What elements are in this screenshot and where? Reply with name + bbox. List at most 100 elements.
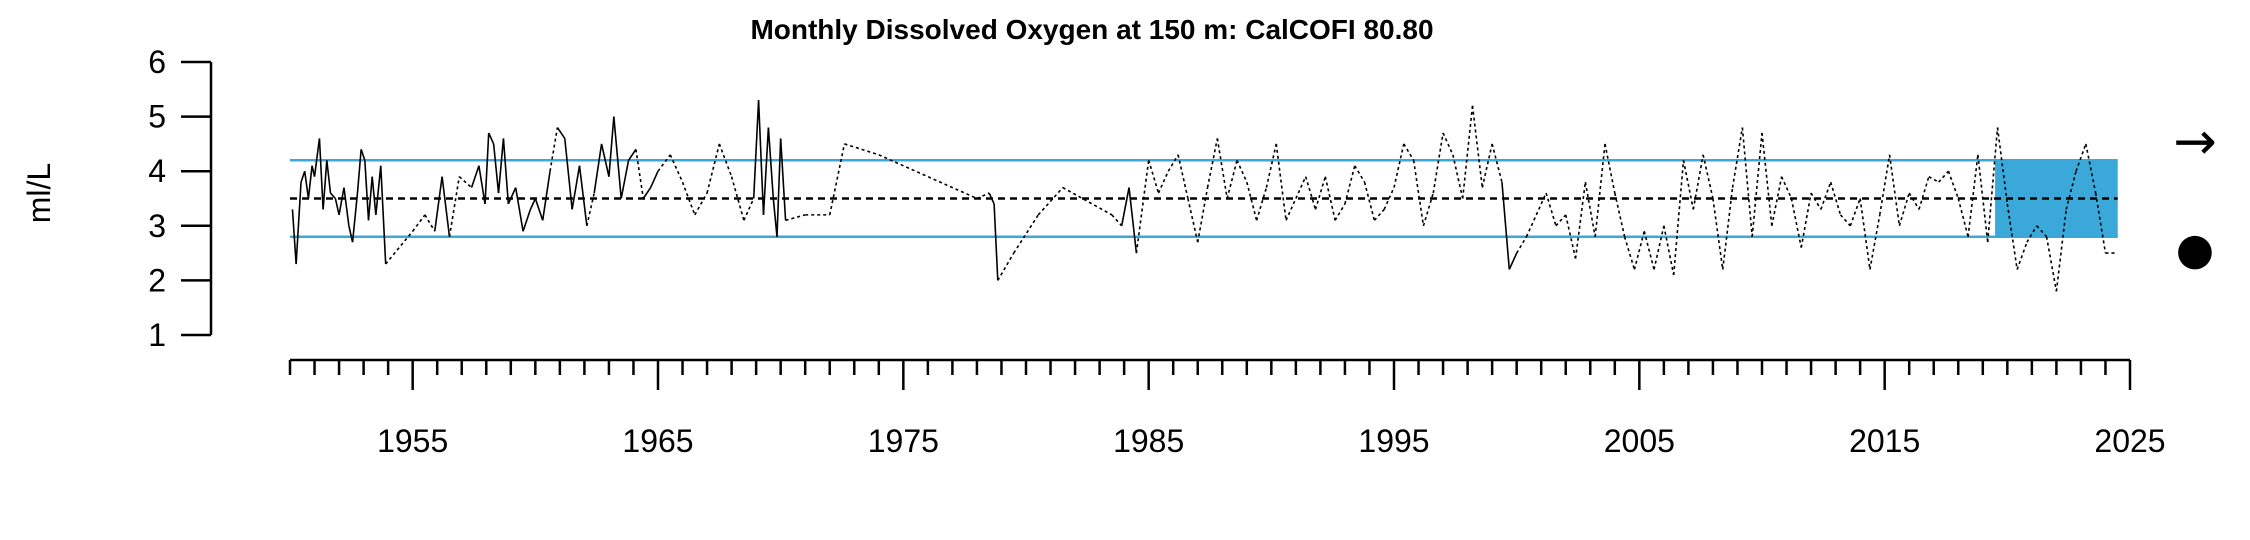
y-tick-label: 5 [148,99,166,135]
series-segment [502,138,510,205]
series-segment [1977,154,1989,243]
series-segment [1013,214,1039,254]
series-segment [1236,159,1248,183]
series-segment [1275,143,1287,221]
series-segment [997,252,1015,281]
series-segment [433,176,443,232]
y-tick-label: 6 [148,44,166,80]
series-segment [1731,127,1744,188]
series-segment [1508,252,1518,270]
series-segment [1295,176,1307,199]
series-segment [322,160,328,210]
series-segment [412,214,426,232]
x-axis: 1955 1965 1975 1985 1995 2005 2015 2025 [288,358,2166,459]
series-segment [1525,214,1538,238]
series-segment [669,154,684,183]
series-segment [1373,208,1385,221]
series-segment [1555,214,1567,227]
series-segment [993,203,999,281]
series-segment [1128,187,1138,254]
series-segment [1692,154,1704,210]
series-segment [2055,209,2068,292]
series-segment [694,192,708,216]
series-segment [1501,182,1511,270]
series-segment [1957,198,1969,237]
y-tick-label: 4 [148,153,166,189]
series-segment [563,138,573,210]
series-segment [2085,143,2097,194]
series-segment [1120,187,1130,226]
series-segment [470,165,480,188]
series-segment [1604,143,1616,194]
series-segment [1780,176,1793,199]
x-tick-label: 2015 [1849,423,1920,459]
series-segment [2094,192,2107,254]
series-segment [1878,154,1891,216]
series-segment [1062,186,1113,216]
series-segment [1147,160,1160,194]
series-segment [2016,241,2028,270]
series-segment [976,192,990,200]
series-segment [1564,214,1577,259]
series-segment [1888,154,1901,226]
series-segment [2065,171,2077,210]
series-segment [1682,160,1695,210]
series-segment [1246,181,1258,221]
series-segment [767,127,775,199]
series-segment [779,138,787,221]
series-segment [1403,143,1415,161]
series-segment [307,165,313,199]
status-dot-icon: ● [2176,224,2214,275]
series-segment [379,165,387,265]
series-segment [1393,143,1405,188]
series-segment [608,116,615,177]
series-segment [844,143,880,156]
series-segment [578,165,588,226]
series-segment [776,138,782,237]
series-segment [1584,181,1596,237]
series-segment [338,187,345,216]
series-segment [593,143,603,194]
series-segment [424,214,436,232]
series-segment [1255,187,1268,221]
series-segment [1471,105,1484,188]
series-segment [334,198,340,216]
series-segment [556,127,566,139]
series-segment [620,160,630,199]
series-segment [1574,182,1587,259]
series-segment [1216,138,1228,199]
series-segment [635,149,645,199]
series-segment [329,192,336,200]
series-segment [441,176,451,237]
series-segment [1741,127,1753,237]
series-segment [318,138,324,210]
y-axis-label: ml/L [21,163,57,223]
series-segment [1859,198,1871,270]
series-segment [1157,170,1170,194]
series-segment [313,138,321,177]
series-segment [348,225,354,243]
trend-arrow-icon: → [2173,112,2217,172]
series-segment [1663,225,1675,276]
series-segment [1304,176,1317,210]
series-segment [1643,231,1655,270]
series-layer [291,100,2116,292]
series-segment [1324,176,1336,221]
series-segment [828,143,846,216]
series-segment [1938,170,1950,183]
series-segment [295,182,302,265]
series-segment [657,154,671,172]
series-segment [1412,160,1425,226]
series-segment [1633,231,1646,270]
series-segment [1206,138,1219,188]
series-segment [649,170,659,188]
series-segment [762,127,770,215]
series-segment [2045,236,2058,292]
series-segment [291,209,297,265]
series-segment [356,149,362,194]
series-segment [1820,181,1832,210]
series-segment [1614,192,1626,237]
series-segment [1535,192,1547,216]
x-tick-label: 2025 [2094,423,2165,459]
